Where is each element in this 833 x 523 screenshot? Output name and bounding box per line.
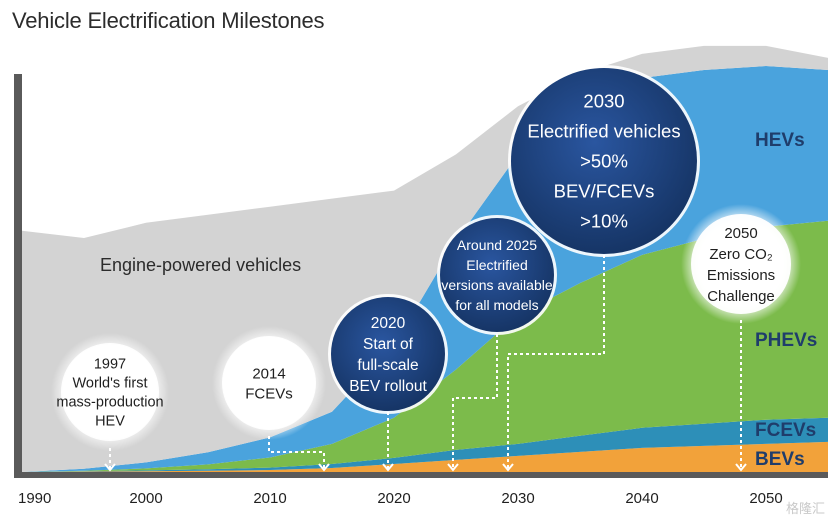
chart-title: Vehicle Electrification Milestones <box>12 8 325 33</box>
y-axis-bar <box>14 74 22 478</box>
x-tick-label: 2030 <box>501 490 534 507</box>
annotation-circle-2030 <box>511 68 697 254</box>
connector-arrow-2030 <box>502 463 514 472</box>
x-tick-label: 2020 <box>377 490 410 507</box>
x-axis-bar <box>14 472 828 478</box>
annotation-text-2020: full-scale <box>357 357 418 374</box>
connector-arrow-2014 <box>318 463 330 472</box>
series-label-fcevs: FCEVs <box>755 420 816 441</box>
annotation-text-2030: 2030 <box>583 90 624 111</box>
annotation-text-2050: Zero CO₂ <box>709 246 773 263</box>
annotation-text-2050: Emissions <box>707 267 775 284</box>
area-fcevs <box>22 417 828 472</box>
connector-2014 <box>268 436 325 470</box>
annotation-circle-2050 <box>691 214 791 314</box>
connector-2030 <box>507 255 605 470</box>
x-tick-label: 1990 <box>18 490 51 507</box>
connector-arrow-2050 <box>735 463 747 472</box>
annotation-text-2030: >50% <box>580 150 628 171</box>
x-tick-label: 2050 <box>749 490 782 507</box>
series-label-bevs: BEVs <box>755 449 805 470</box>
connector-arrow-2020 <box>382 463 394 472</box>
x-tick-label: 2040 <box>625 490 658 507</box>
annotation-text-2020: BEV rollout <box>349 378 427 395</box>
annotation-text-2020: Start of <box>363 336 414 353</box>
annotation-circle-2020 <box>331 297 445 411</box>
watermark: 格隆汇 <box>785 501 825 516</box>
series-label-phevs: PHEVs <box>755 330 817 351</box>
area-label-engine: Engine-powered vehicles <box>100 255 301 275</box>
annotation-text-2030: BEV/FCEVs <box>554 180 655 201</box>
connector-2025 <box>452 334 498 470</box>
annotation-text-2050: Challenge <box>707 288 775 305</box>
annotation-text-2025: Electrified <box>466 257 527 273</box>
annotation-text-2025: Around 2025 <box>457 237 537 253</box>
annotation-text-1997: World's first <box>72 376 147 392</box>
annotation-text-1997: HEV <box>95 414 125 430</box>
annotation-circle-2014 <box>222 336 316 430</box>
annotation-text-2020: 2020 <box>371 315 406 332</box>
series-label-hevs: HEVs <box>755 130 805 151</box>
annotation-text-2025: versions available <box>441 277 552 293</box>
annotation-circle-2025 <box>440 218 554 332</box>
annotation-circle-1997 <box>61 343 159 441</box>
annotation-text-1997: mass-production <box>56 395 163 411</box>
annotation-text-2014: 2014 <box>252 365 285 382</box>
annotation-text-2030: Electrified vehicles <box>527 120 680 141</box>
annotation-text-2014: FCEVs <box>245 385 293 402</box>
annotation-text-2025: for all models <box>455 297 538 313</box>
area-bevs <box>22 441 828 472</box>
annotation-text-1997: 1997 <box>94 357 126 373</box>
connector-arrow-1997 <box>104 463 116 472</box>
annotation-text-2050: 2050 <box>724 225 757 242</box>
connector-arrow-2025 <box>447 463 459 472</box>
x-tick-label: 2000 <box>129 490 162 507</box>
area-phevs <box>22 220 828 472</box>
annotation-text-2030: >10% <box>580 210 628 231</box>
x-tick-label: 2010 <box>253 490 286 507</box>
